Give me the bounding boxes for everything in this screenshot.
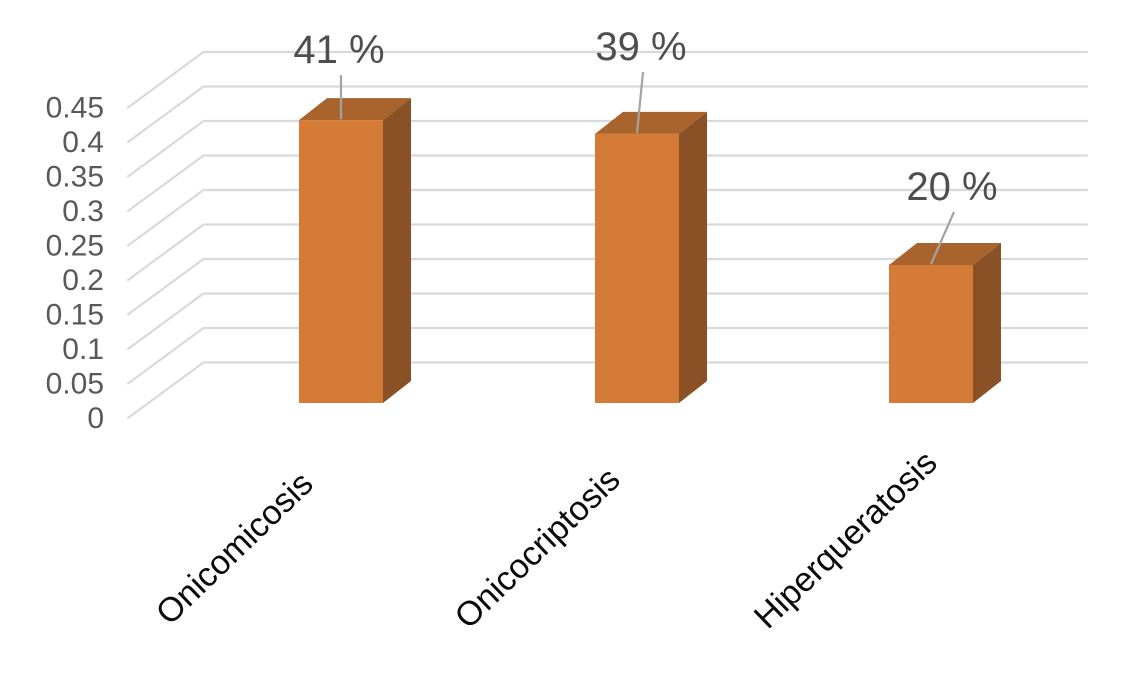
bar-top-face [299, 98, 411, 121]
data-label: 20 % [906, 165, 997, 209]
y-tick-label: 0.3 [62, 195, 104, 228]
y-tick-label: 0.05 [46, 368, 104, 401]
y-tick-label: 0.1 [62, 333, 104, 366]
y-tick-label: 0.4 [62, 126, 104, 159]
leader-line [635, 71, 645, 134]
data-label: 41 % [293, 28, 384, 72]
grid-line [126, 50, 1089, 109]
category-label: Onicomicosis [149, 464, 321, 632]
grid-line [126, 223, 1089, 282]
bar-top-face [595, 111, 707, 134]
y-tick-label: 0.25 [46, 230, 104, 263]
grid-line [126, 361, 1089, 420]
y-tick-label: 0 [87, 402, 104, 435]
bar-side-face [973, 243, 1001, 403]
bar-front-face [889, 265, 973, 403]
grid-line [126, 188, 1089, 247]
category-label: Hiperqueratosis [747, 443, 945, 636]
grid-line [126, 154, 1089, 213]
grid-line [126, 292, 1089, 351]
y-tick-label: 0.45 [46, 92, 104, 125]
bar-front-face [595, 133, 679, 403]
data-label: 39 % [595, 25, 686, 69]
bar-side-face [383, 98, 411, 403]
grid-line [126, 119, 1089, 178]
grid-line [126, 326, 1089, 385]
leader-line [929, 211, 956, 265]
y-tick-label: 0.15 [46, 299, 104, 332]
category-label: Onicocriptosis [448, 460, 628, 636]
bar-side-face [679, 111, 707, 404]
bar-top-face [889, 243, 1001, 265]
grid-line [126, 85, 1089, 144]
y-tick-label: 0.35 [46, 161, 104, 194]
bar-front-face [299, 120, 383, 403]
y-tick-label: 0.2 [62, 264, 104, 297]
grid-line [126, 257, 1089, 316]
